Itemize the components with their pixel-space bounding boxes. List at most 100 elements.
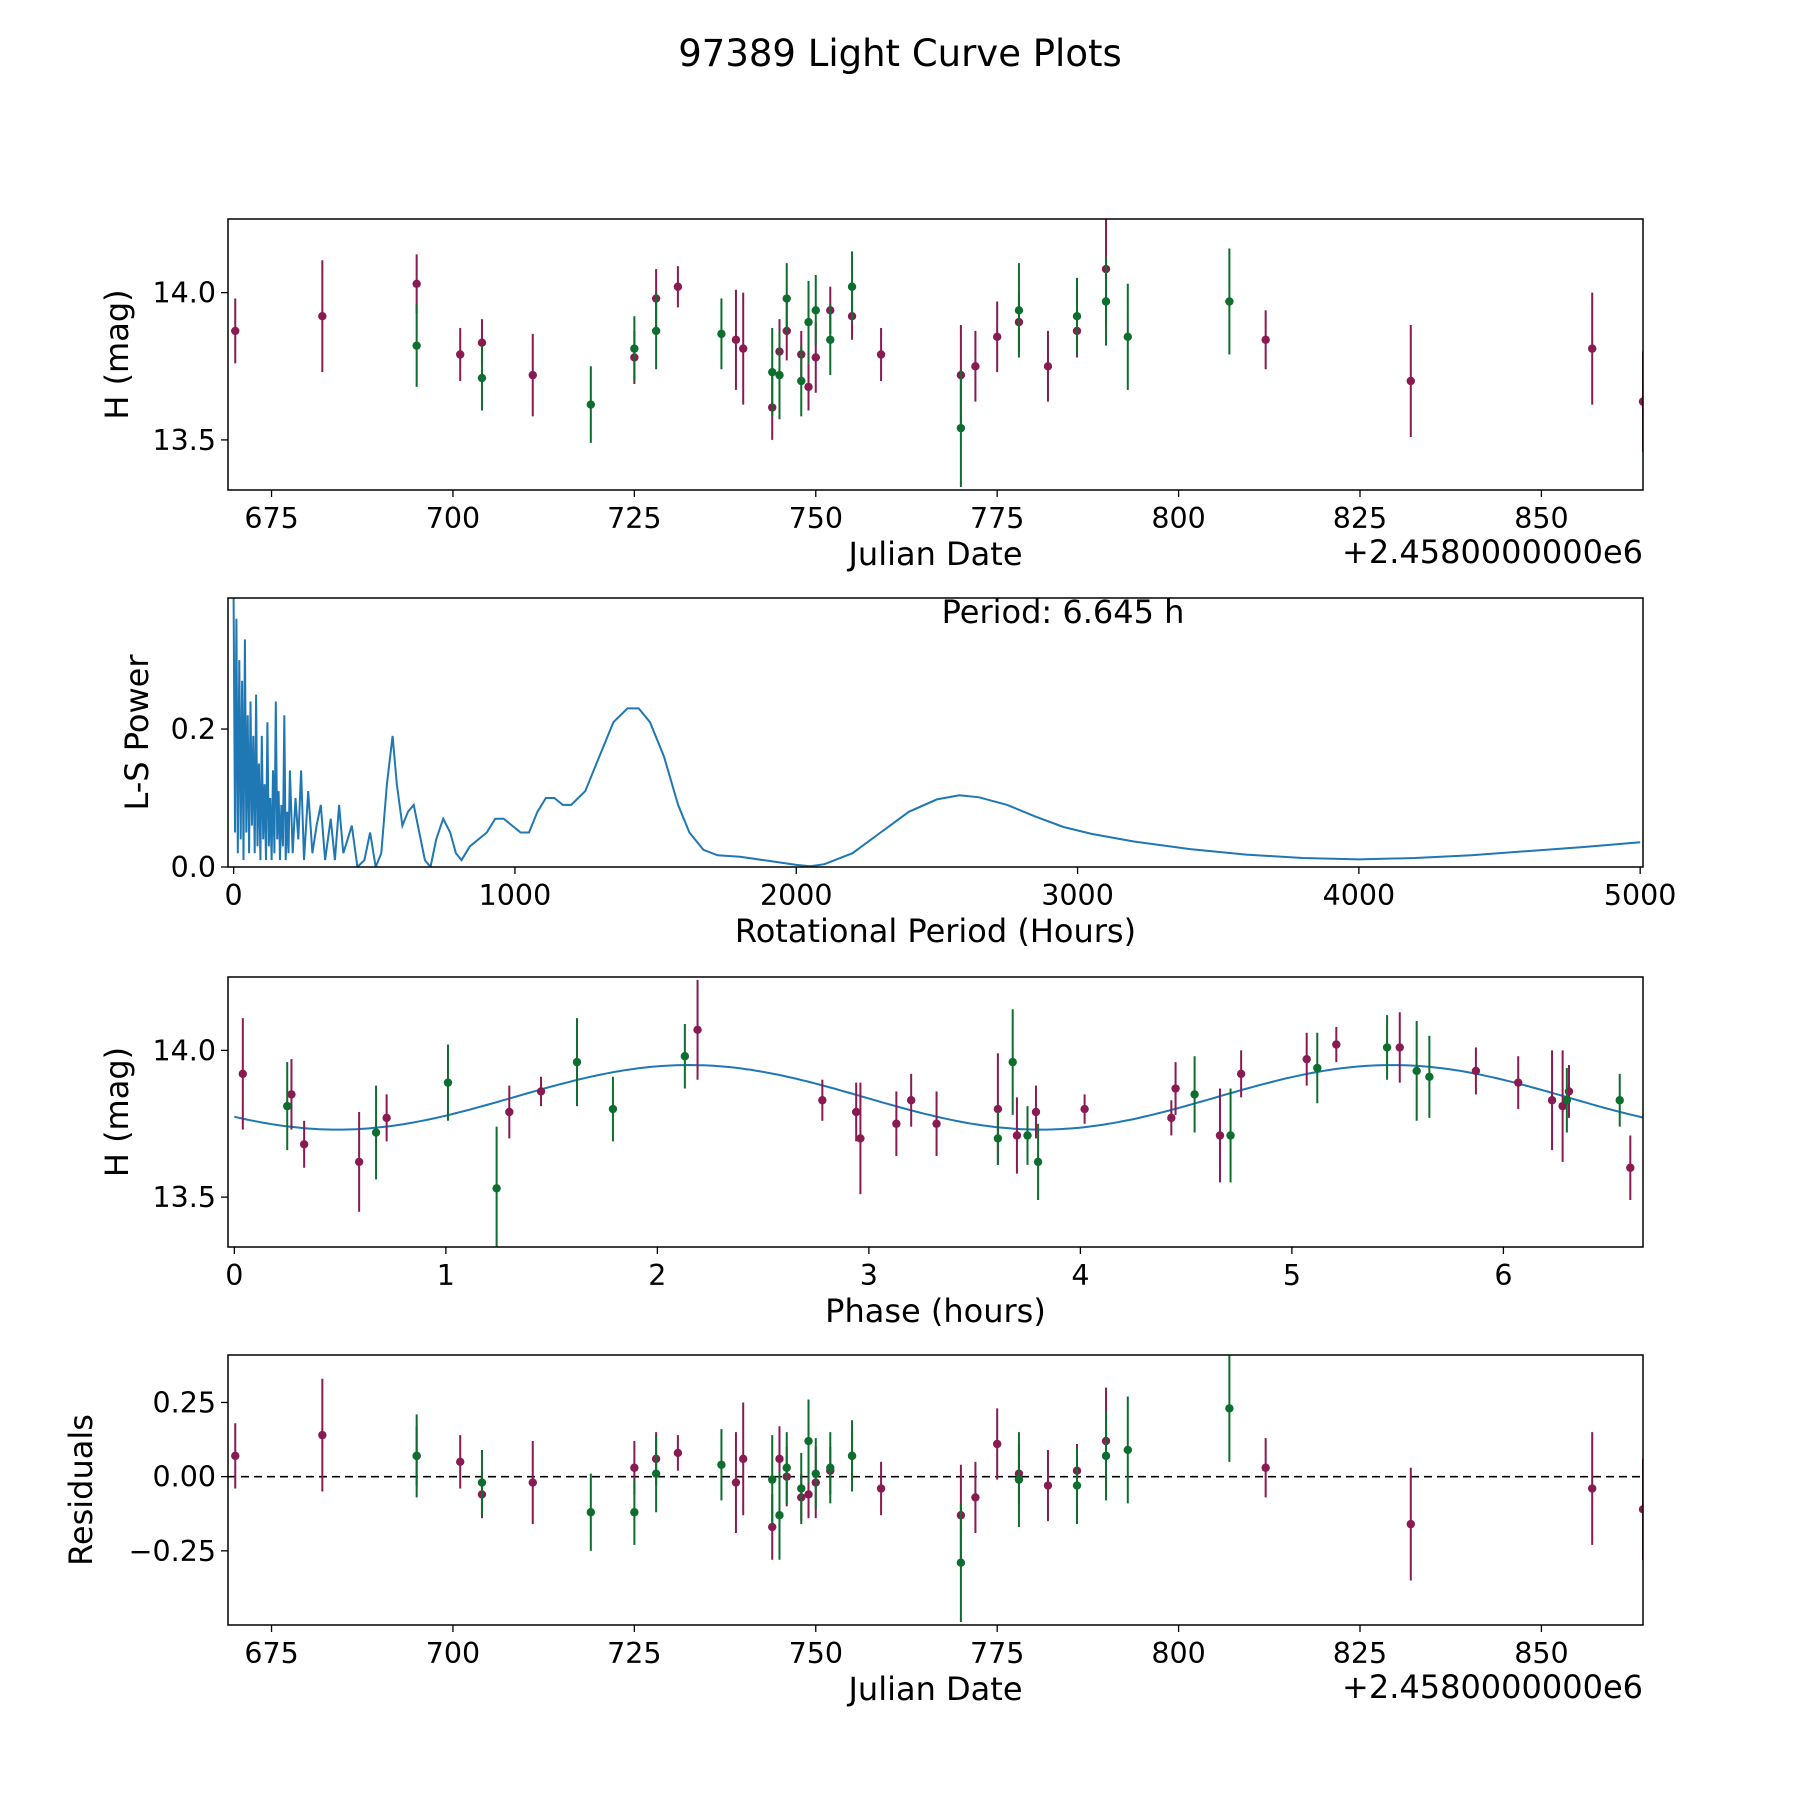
x-tick-label: 5	[1283, 1259, 1301, 1292]
x-offset-text: +2.4580000000e6	[1342, 1668, 1643, 1706]
y-axis-label: Residuals	[62, 1414, 100, 1566]
green-data-point	[775, 370, 784, 380]
magenta-data-point	[1638, 397, 1643, 406]
green-data-point	[412, 341, 421, 350]
magenta-data-point	[1588, 1484, 1597, 1493]
periodogram-line	[232, 598, 1641, 867]
x-tick-label: 775	[970, 502, 1024, 535]
y-axis-label: H (mag)	[98, 1047, 136, 1177]
magenta-data-point	[1261, 1463, 1270, 1472]
magenta-data-point	[971, 362, 980, 371]
magenta-data-point	[528, 370, 537, 380]
magenta-data-point	[739, 344, 748, 353]
magenta-data-point	[739, 1454, 748, 1464]
y-tick-label: 0.00	[153, 1461, 216, 1494]
green-data-point	[811, 306, 820, 315]
green-data-point	[826, 335, 835, 344]
x-tick-label: 6	[1494, 1259, 1512, 1292]
magenta-data-point	[1080, 1104, 1089, 1114]
figure-title: 97389 Light Curve Plots	[678, 32, 1122, 75]
green-data-point	[572, 1057, 582, 1067]
x-tick-label: 675	[244, 1637, 298, 1670]
magenta-data-point	[1638, 1505, 1643, 1514]
magenta-data-point	[932, 1119, 941, 1128]
magenta-data-point	[231, 326, 240, 336]
magenta-data-point	[1558, 1101, 1567, 1111]
x-tick-label: 3000	[1041, 879, 1114, 912]
magenta-data-point	[906, 1096, 916, 1105]
magenta-data-point	[528, 1478, 537, 1487]
magenta-data-point	[536, 1087, 546, 1096]
x-tick-label: 750	[789, 502, 843, 535]
green-data-point	[371, 1128, 381, 1137]
green-data-point	[1033, 1157, 1043, 1167]
green-data-point	[768, 367, 777, 377]
magenta-data-point	[856, 1134, 865, 1143]
x-tick-label: 825	[1333, 1637, 1387, 1670]
magenta-data-point	[505, 1107, 514, 1117]
green-data-point	[956, 1558, 966, 1567]
magenta-data-point	[876, 1484, 886, 1493]
y-axis-label: H (mag)	[98, 289, 136, 419]
green-data-point	[477, 1478, 487, 1487]
y-tick-label: 14.0	[153, 277, 216, 310]
green-data-point	[1225, 297, 1234, 306]
magenta-data-point	[318, 1430, 327, 1440]
magenta-data-point	[1514, 1078, 1523, 1087]
green-data-point	[804, 317, 813, 327]
green-data-point	[847, 1451, 857, 1461]
green-data-point	[797, 376, 806, 386]
green-data-point	[804, 1436, 813, 1446]
magenta-data-point	[1031, 1107, 1041, 1117]
y-tick-label: 0.25	[153, 1386, 216, 1419]
magenta-data-point	[287, 1090, 296, 1099]
magenta-data-point	[238, 1069, 248, 1079]
magenta-data-point	[731, 1478, 741, 1487]
x-tick-label: 850	[1514, 1637, 1568, 1670]
magenta-data-point	[892, 1119, 901, 1128]
magenta-data-point	[673, 282, 683, 291]
green-data-point	[1615, 1096, 1624, 1105]
green-data-point	[1425, 1072, 1434, 1081]
x-axis-label: Julian Date	[846, 535, 1022, 573]
green-data-point	[1023, 1131, 1032, 1140]
green-data-point	[956, 423, 966, 433]
x-tick-label: 5000	[1604, 879, 1677, 912]
magenta-data-point	[1043, 362, 1053, 371]
green-data-point	[1101, 1451, 1111, 1461]
plot-area	[234, 979, 1643, 1247]
magenta-data-point	[1626, 1163, 1635, 1172]
x-tick-label: 825	[1333, 502, 1387, 535]
green-data-point	[680, 1052, 690, 1061]
magenta-data-point	[992, 1439, 1002, 1449]
axes-frame	[227, 1354, 1644, 1626]
x-axis-label: Phase (hours)	[825, 1292, 1046, 1330]
magenta-data-point	[851, 1107, 861, 1117]
green-data-point	[811, 1469, 820, 1478]
phased-panel: 0 1 2 3 4 5 6 13.5 14.0 Phase (hours) H (mag)	[98, 976, 1644, 1330]
magenta-data-point	[318, 312, 327, 321]
green-data-point	[1412, 1066, 1421, 1076]
magenta-data-point	[1588, 344, 1597, 353]
axes-frame	[227, 597, 1644, 868]
magenta-data-point	[1547, 1096, 1557, 1105]
magenta-data-point	[731, 335, 741, 344]
magenta-data-point	[1012, 1131, 1022, 1140]
y-tick-label: 13.5	[153, 1181, 216, 1214]
magenta-data-point	[412, 279, 421, 289]
magenta-data-point	[1395, 1043, 1404, 1052]
green-data-point	[1226, 1131, 1235, 1140]
magenta-data-point	[992, 332, 1002, 342]
magenta-data-point	[971, 1493, 980, 1502]
axes-frame	[227, 218, 1644, 491]
x-tick-label: 775	[970, 1637, 1024, 1670]
plot-area	[231, 219, 1643, 488]
x-tick-label: 0	[225, 879, 243, 912]
magenta-data-point	[1406, 376, 1415, 386]
green-data-point	[775, 1511, 784, 1520]
x-tick-label: 3	[860, 1259, 878, 1292]
x-tick-label: 700	[426, 502, 480, 535]
magenta-data-point	[477, 338, 487, 347]
magenta-data-point	[804, 1490, 813, 1499]
